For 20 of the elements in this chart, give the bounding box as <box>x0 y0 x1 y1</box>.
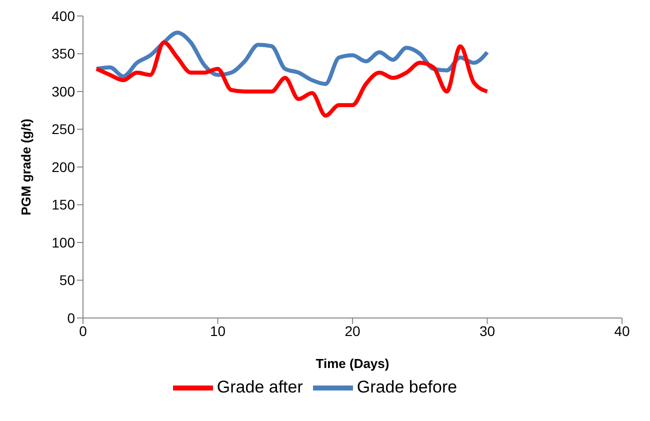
x-tick-label: 30 <box>479 322 496 339</box>
y-tick-label: 400 <box>52 8 76 24</box>
y-tick-label: 50 <box>59 272 76 288</box>
x-tick-label: 0 <box>79 322 88 339</box>
y-tick-label: 300 <box>52 83 76 100</box>
y-tick-label: 250 <box>52 121 76 138</box>
y-tick-label: 200 <box>52 158 76 175</box>
x-tick-label: 20 <box>344 322 360 339</box>
x-axis-title: Time (Days) <box>316 356 390 371</box>
y-tick-label: 350 <box>52 46 76 62</box>
legend-label: Grade after <box>216 377 303 396</box>
y-tick-label: 100 <box>52 234 76 250</box>
line-series <box>94 30 490 86</box>
line-series <box>94 40 490 118</box>
x-tick-label: 10 <box>210 322 226 339</box>
x-tick-label: 40 <box>614 322 630 339</box>
legend-label: Grade before <box>356 377 458 396</box>
y-axis-title: PGM grade (g/t) <box>18 118 34 216</box>
y-tick-label: 0 <box>67 310 76 326</box>
y-tick-label: 150 <box>52 196 76 213</box>
